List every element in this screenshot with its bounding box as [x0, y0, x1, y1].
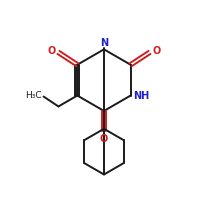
Text: O: O — [152, 46, 161, 56]
Text: H₃C: H₃C — [25, 91, 42, 100]
Text: N: N — [100, 38, 108, 48]
Text: O: O — [47, 46, 55, 56]
Text: O: O — [100, 134, 108, 144]
Text: NH: NH — [134, 91, 150, 101]
